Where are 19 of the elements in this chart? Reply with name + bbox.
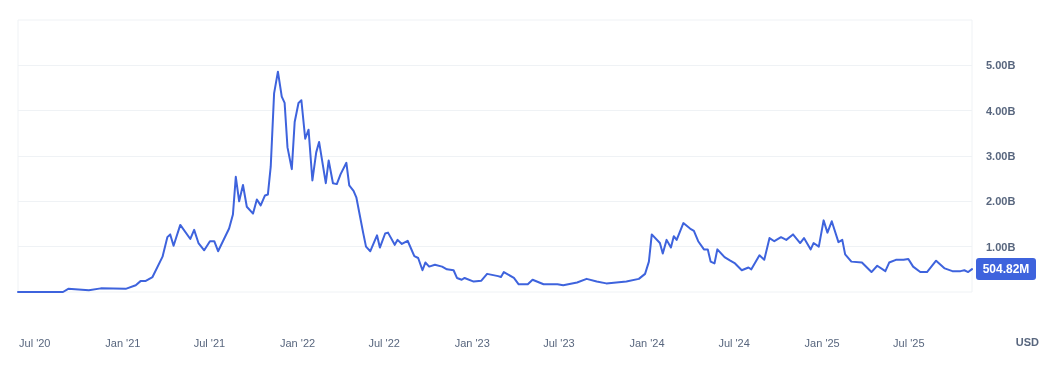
y-tick-label: 5.00B (986, 59, 1016, 72)
x-tick-label: Jan '22 (279, 336, 316, 349)
x-tick-label: Jan '23 (454, 336, 490, 349)
x-tick-label: Jul '24 (718, 336, 750, 349)
annotation: 504.82M (982, 262, 1030, 277)
x-tick-label: Jul '25 (893, 336, 925, 349)
y-axis-title: USD (1015, 335, 1040, 348)
x-tick-label: Jan '21 (105, 336, 141, 349)
y-tick-label: 2.00B (986, 195, 1016, 208)
x-tick-label: Jul '21 (193, 336, 226, 349)
x-tick-label: Jul '23 (543, 336, 575, 349)
y-tick-label: 3.00B (986, 150, 1016, 162)
y-tick-label: 1.00B (986, 240, 1016, 253)
y-tick-label: 4.00B (986, 104, 1016, 117)
x-tick-label: Jan '24 (629, 336, 665, 349)
x-tick-label: Jul '22 (368, 336, 400, 349)
line-series (17, 70, 973, 293)
x-tick-label: Jan '25 (804, 336, 840, 349)
x-tick-label: Jul '20 (19, 336, 51, 349)
